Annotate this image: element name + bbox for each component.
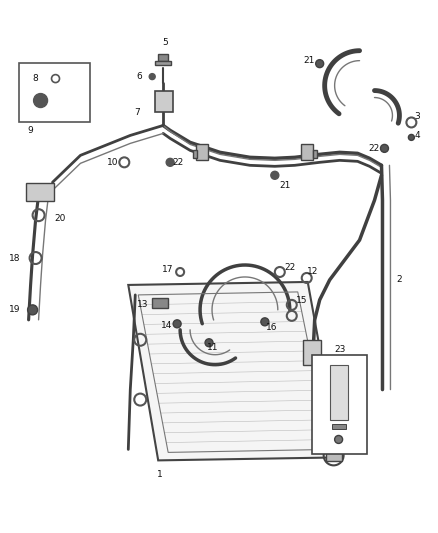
Bar — [332, 424, 346, 430]
Circle shape — [149, 74, 155, 79]
Bar — [312, 355, 367, 455]
Bar — [158, 54, 168, 61]
Text: 17: 17 — [162, 265, 174, 274]
Text: 8: 8 — [33, 74, 39, 83]
Circle shape — [205, 339, 213, 347]
Text: 22: 22 — [173, 158, 184, 167]
Circle shape — [271, 171, 279, 179]
Text: 15: 15 — [296, 296, 307, 305]
Text: 22: 22 — [284, 263, 295, 272]
Text: 23: 23 — [334, 345, 345, 354]
Bar — [301, 144, 313, 160]
Text: 13: 13 — [137, 301, 148, 309]
Circle shape — [316, 60, 324, 68]
Text: 21: 21 — [304, 56, 314, 65]
Text: 6: 6 — [137, 72, 142, 81]
Text: 7: 7 — [134, 108, 140, 117]
Bar — [155, 91, 173, 112]
Text: 4: 4 — [414, 131, 420, 140]
Circle shape — [381, 144, 389, 152]
Circle shape — [173, 320, 181, 328]
Text: 10: 10 — [107, 158, 118, 167]
Bar — [326, 449, 342, 462]
Circle shape — [34, 94, 48, 108]
Text: 21: 21 — [279, 181, 290, 190]
Text: 16: 16 — [266, 324, 278, 332]
Text: 22: 22 — [368, 144, 379, 153]
Text: 14: 14 — [161, 321, 172, 330]
Text: 18: 18 — [9, 254, 21, 263]
Text: 19: 19 — [9, 305, 21, 314]
Text: 3: 3 — [414, 112, 420, 121]
Bar — [152, 298, 168, 308]
Polygon shape — [128, 282, 339, 461]
Text: 2: 2 — [397, 276, 402, 285]
Bar — [330, 365, 348, 419]
Bar — [155, 61, 171, 64]
Bar — [25, 183, 53, 201]
Circle shape — [166, 158, 174, 166]
Bar — [303, 340, 321, 365]
Circle shape — [261, 318, 269, 326]
Text: 12: 12 — [307, 268, 318, 277]
Bar — [19, 63, 90, 123]
Text: 1: 1 — [157, 470, 163, 479]
Text: 11: 11 — [207, 343, 219, 352]
Text: 9: 9 — [28, 126, 33, 135]
Bar — [193, 150, 197, 158]
Circle shape — [28, 305, 38, 315]
Bar — [196, 144, 208, 160]
Bar — [313, 150, 317, 158]
Circle shape — [335, 435, 343, 443]
Circle shape — [408, 134, 414, 140]
Text: 5: 5 — [162, 38, 168, 47]
Text: 20: 20 — [55, 214, 66, 223]
